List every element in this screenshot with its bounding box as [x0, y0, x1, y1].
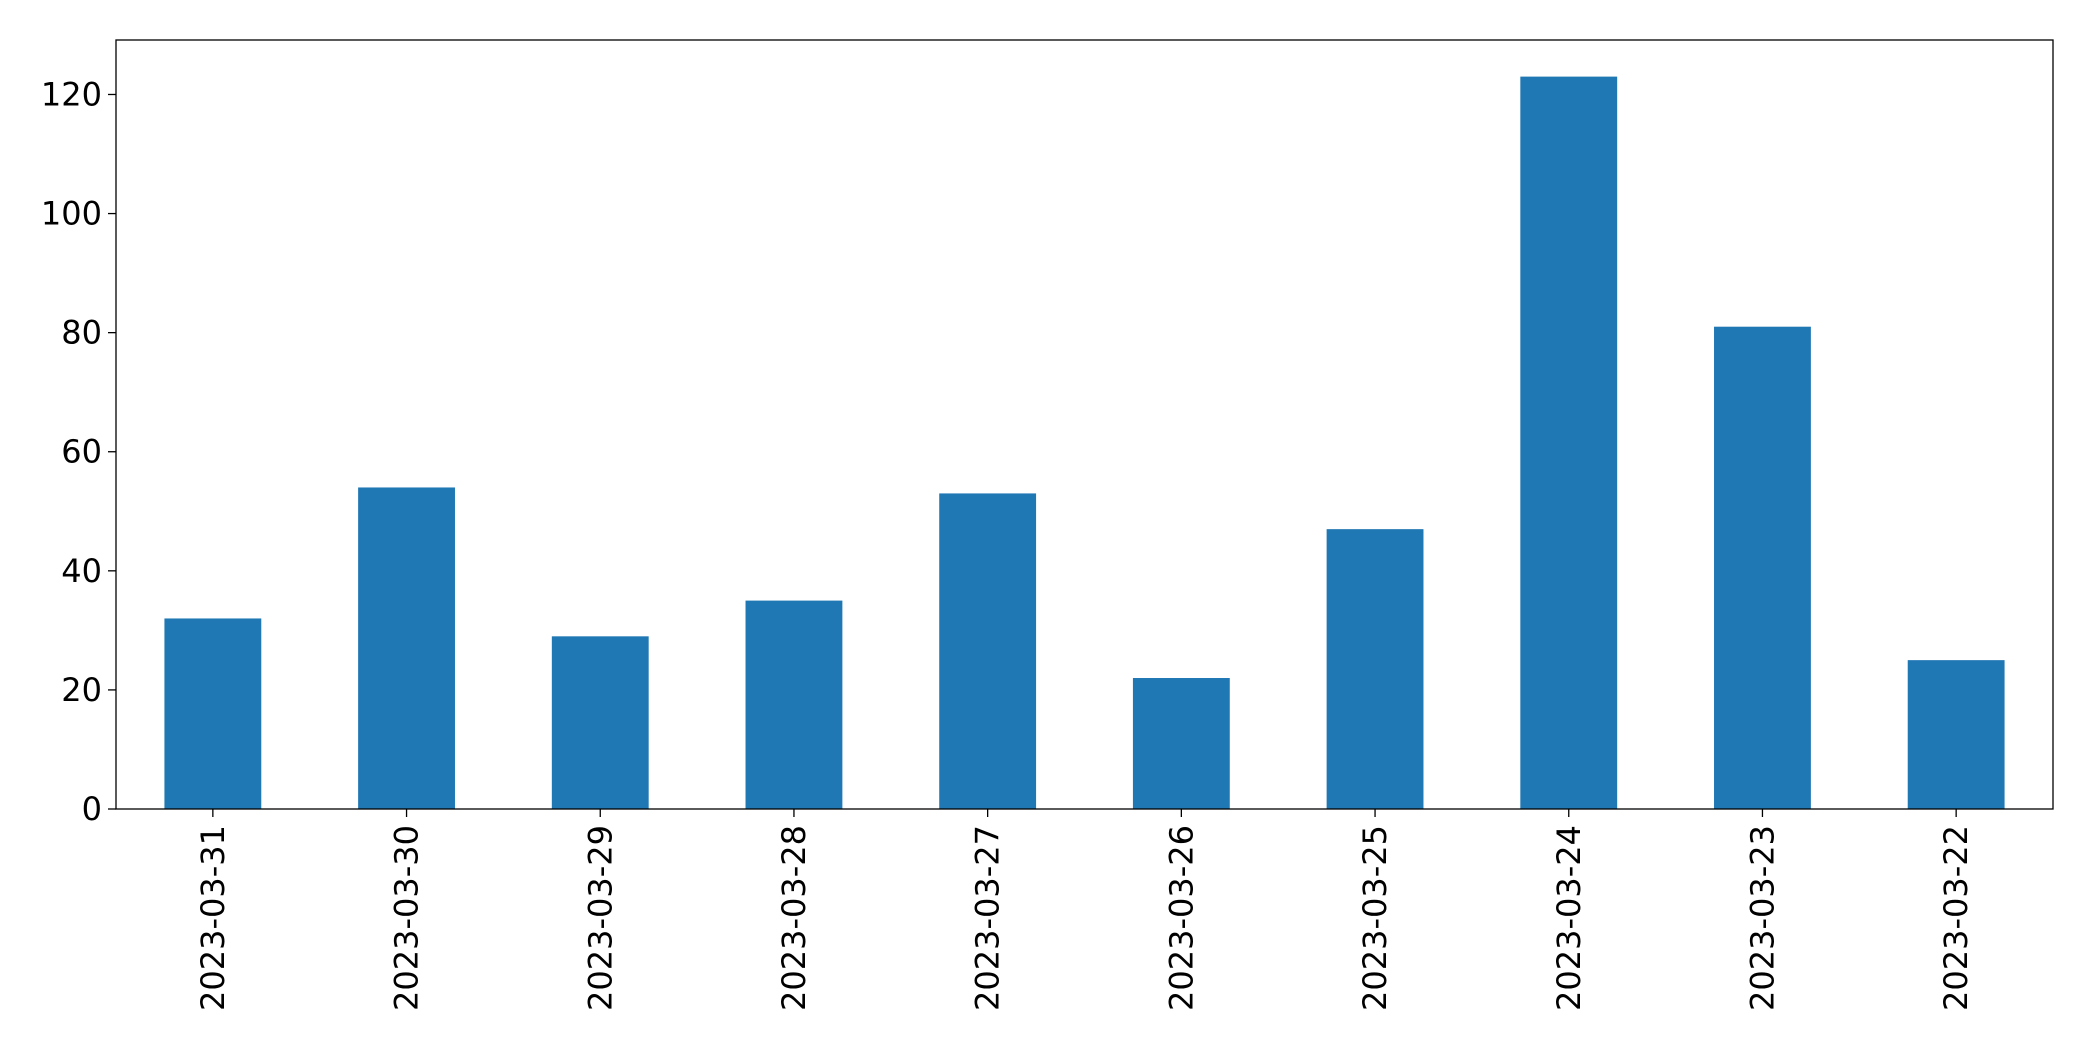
bar	[1520, 76, 1618, 810]
x-tick-label: 2023-03-24	[1550, 825, 1588, 1011]
bar	[939, 493, 1037, 809]
bar	[745, 600, 843, 809]
bar	[1714, 326, 1811, 809]
y-tick-label: 60	[61, 433, 102, 471]
x-tick-label: 2023-03-28	[775, 825, 813, 1011]
bar	[358, 487, 455, 809]
bar	[164, 618, 262, 809]
y-tick-label: 120	[41, 75, 102, 113]
y-tick-label: 100	[41, 195, 102, 233]
bar	[1132, 678, 1230, 809]
x-tick-label: 2023-03-31	[194, 825, 232, 1011]
x-tick-label: 2023-03-26	[1162, 825, 1200, 1011]
y-tick-label: 20	[61, 671, 102, 709]
x-tick-label: 2023-03-25	[1356, 825, 1394, 1011]
y-tick-label: 80	[61, 314, 102, 352]
x-tick-label: 2023-03-22	[1937, 825, 1975, 1011]
x-tick-label: 2023-03-30	[388, 825, 426, 1011]
y-tick-label: 40	[61, 552, 102, 590]
x-tick-label: 2023-03-27	[969, 825, 1007, 1011]
bar	[1326, 529, 1424, 809]
bar	[1907, 660, 2005, 809]
plot-frame	[115, 39, 2054, 810]
x-tick-label: 2023-03-29	[581, 825, 619, 1011]
bar	[551, 636, 649, 809]
x-tick-label: 2023-03-23	[1743, 825, 1781, 1011]
y-tick-label: 0	[82, 790, 102, 828]
